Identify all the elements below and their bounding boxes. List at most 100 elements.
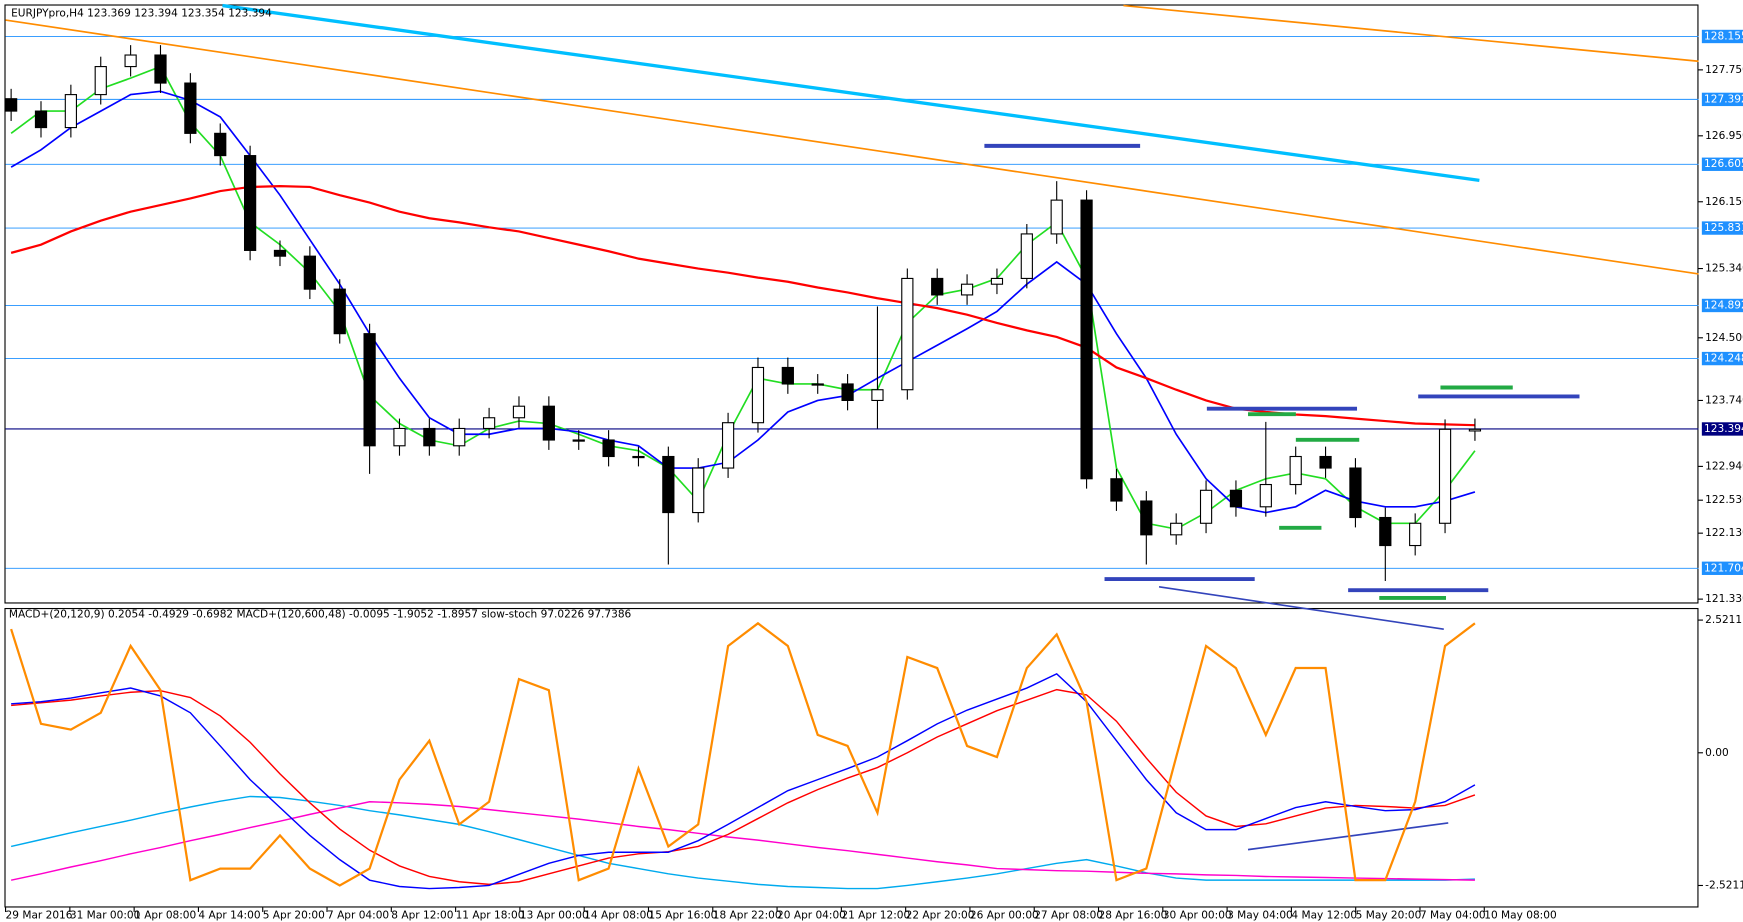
level-label-box [1701, 221, 1743, 235]
x-tick-label: 1 Apr 08:00 [134, 909, 196, 921]
level-label: 125.831 [1704, 222, 1743, 234]
candle-body [542, 405, 555, 441]
candle-body [1379, 516, 1392, 547]
x-tick-label: 18 Apr 22:00 [713, 909, 782, 921]
candle-body [184, 82, 197, 134]
candle-body [751, 366, 765, 424]
y-tick-label: 126.950 [1705, 130, 1743, 142]
candle-body [5, 98, 18, 112]
candle-body [1199, 489, 1213, 524]
y-tick-label: 126.150 [1705, 196, 1743, 208]
trend-line [5, 19, 1699, 275]
x-tick-label: 5 May 20:00 [1356, 909, 1422, 921]
y-tick-label: 121.330 [1705, 593, 1743, 605]
candle-body [512, 405, 526, 419]
candle-body [303, 255, 316, 290]
x-tick-label: 15 Apr 16:00 [648, 909, 717, 921]
candle-body [632, 455, 645, 459]
level-label: 124.892 [1704, 299, 1743, 311]
y-tick-label: -2.5211 [1705, 879, 1743, 891]
divergence-line [1158, 586, 1444, 630]
price-panel-frame [4, 4, 1699, 604]
level-label: 126.605 [1704, 158, 1743, 170]
candle-body [960, 283, 974, 296]
candle-body [931, 277, 944, 296]
x-tick-label: 5 Apr 20:00 [263, 909, 325, 921]
candle-body [243, 155, 257, 251]
y-tick-label: 122.530 [1705, 494, 1743, 506]
candle-body [1170, 522, 1183, 536]
candle-body [1229, 489, 1243, 508]
x-tick-label: 30 Apr 00:00 [1163, 909, 1232, 921]
level-label-box [1701, 29, 1743, 44]
candle-body [572, 439, 585, 442]
candle-body [990, 277, 1004, 285]
candle-body [721, 422, 735, 469]
candle-body [1468, 428, 1482, 432]
candle-body [154, 54, 167, 84]
level-label: 128.155 [1704, 30, 1743, 42]
candle-body [423, 427, 436, 447]
level-label-box [1701, 298, 1743, 313]
candle-body [692, 467, 705, 514]
x-tick-label: 26 Apr 00:00 [970, 909, 1039, 921]
x-tick-label: 22 Apr 20:00 [906, 909, 975, 921]
level-label: 121.704 [1704, 562, 1743, 574]
x-tick-label: 28 Apr 16:00 [1099, 909, 1168, 921]
y-tick-label: 2.5211 [1705, 614, 1742, 626]
x-tick-label: 7 Apr 04:00 [327, 909, 389, 921]
x-tick-label: 3 May 04:00 [1227, 909, 1293, 921]
candle-body [64, 94, 77, 129]
x-tick-label: 4 Apr 14:00 [198, 909, 260, 921]
candle-body [333, 288, 346, 335]
level-label: 127.392 [1704, 93, 1743, 105]
price-panel-title: EURJPYpro,H4 123.369 123.394 123.354 123… [11, 7, 272, 19]
candle-body [393, 427, 406, 447]
candle-body [1319, 455, 1332, 469]
indicator-line [10, 621, 1476, 887]
x-tick-label: 13 Apr 00:00 [520, 909, 589, 921]
last-price-box [1701, 422, 1743, 436]
candle-body [34, 110, 48, 129]
y-tick-label: 0.00 [1705, 747, 1729, 759]
y-tick-label: 125.340 [1705, 263, 1743, 275]
candle-body [811, 383, 824, 386]
trend-line [222, 3, 1480, 183]
candle-body [273, 249, 287, 257]
x-tick-label: 8 Apr 12:00 [391, 909, 453, 921]
x-tick-label: 31 Mar 00:00 [70, 909, 141, 921]
candle-body [871, 389, 884, 402]
candle-body [901, 277, 914, 391]
candle-body [1140, 500, 1153, 536]
candle-body [124, 54, 137, 68]
indicator-line [11, 688, 1476, 886]
y-tick-label: 122.940 [1705, 460, 1743, 472]
y-tick-label: 122.130 [1705, 527, 1743, 539]
candle-body [1020, 233, 1033, 279]
indicator-line [10, 801, 1475, 881]
x-tick-label: 27 Apr 08:00 [1034, 909, 1103, 921]
indicator-line [10, 795, 1475, 890]
drawings [5, 3, 1699, 851]
candle-body [453, 427, 466, 447]
candle-body [363, 333, 376, 447]
level-label-box [1701, 561, 1743, 575]
x-tick-label: 14 Apr 08:00 [584, 909, 653, 921]
x-tick-label: 21 Apr 12:00 [841, 909, 910, 921]
y-tick-label: 123.740 [1705, 394, 1743, 406]
candle-body [482, 417, 496, 430]
candle-body [1050, 199, 1063, 235]
indicator-line [11, 672, 1476, 890]
candle-body [781, 366, 794, 385]
y-tick-label: 127.750 [1705, 64, 1743, 76]
level-label: 124.248 [1704, 353, 1743, 365]
candle-body [1438, 428, 1452, 524]
last-price-label: 123.394 [1704, 423, 1743, 435]
divergence-line [1247, 822, 1449, 851]
x-tick-label: 20 Apr 04:00 [777, 909, 846, 921]
candle-body [1259, 483, 1272, 508]
y-tick-label: 124.500 [1705, 332, 1743, 344]
